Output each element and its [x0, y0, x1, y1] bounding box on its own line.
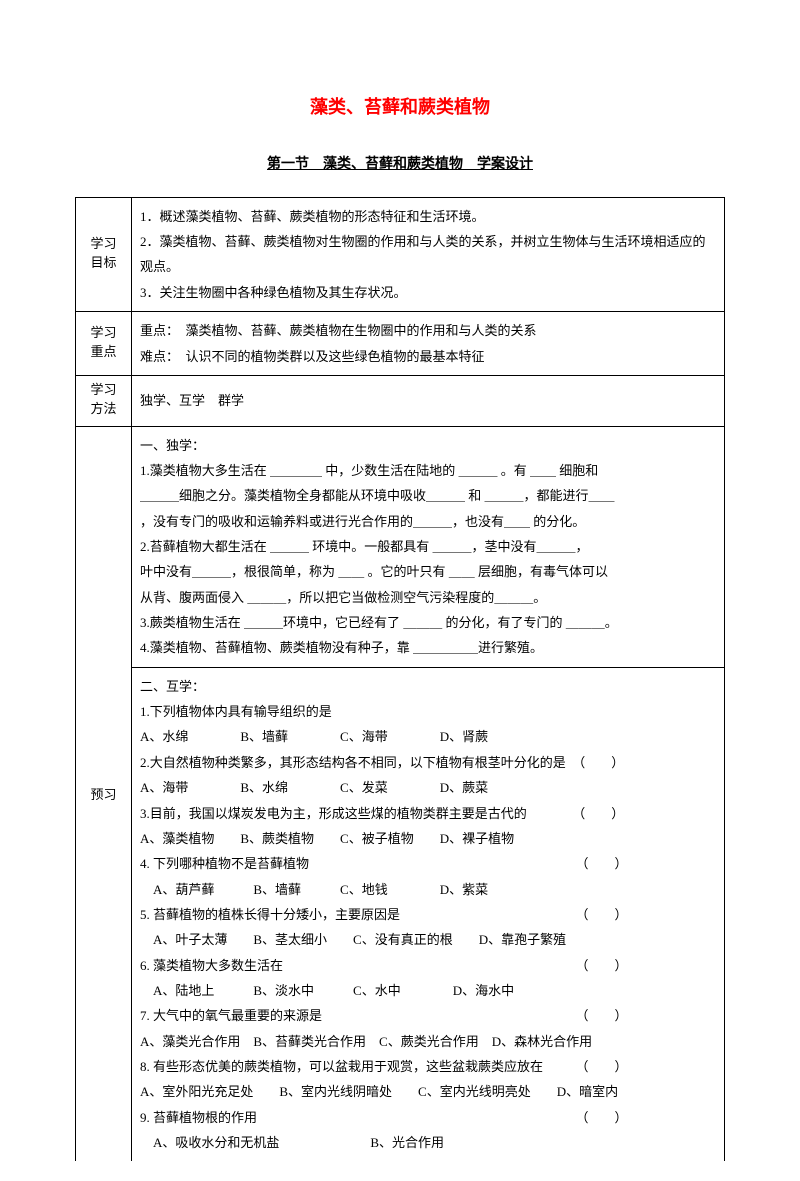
table-row: 预习 一、独学： 1.藻类植物大多生活在 ＿＿＿＿ 中，少数生活在陆地的 ＿＿＿…: [76, 426, 725, 667]
table-row: 学习目标 1．概述藻类植物、苔藓、蕨类植物的形态特征和生活环境。 2．藻类植物、…: [76, 197, 725, 311]
question-line: 1.下列植物体内具有输导组织的是: [140, 699, 716, 724]
fill-line: 1.藻类植物大多生活在 ＿＿＿＿ 中，少数生活在陆地的 ＿＿＿ 。有 ＿＿ 细胞…: [140, 458, 716, 483]
question-line: 4. 下列哪种植物不是苔藓植物 （ ）: [140, 851, 716, 876]
page-subtitle: 第一节 藻类、苔藓和蕨类植物 学案设计: [75, 152, 725, 179]
section-heading: 一、独学：: [140, 433, 716, 458]
row-label-focus: 学习重点: [76, 312, 132, 376]
fill-line: 叶中没有＿＿＿，根很简单，称为 ＿＿ 。它的叶只有 ＿＿ 层细胞，有毒气体可以: [140, 559, 716, 584]
table-row: 学习方法 独学、互学 群学: [76, 375, 725, 426]
row-content-method: 独学、互学 群学: [132, 375, 725, 426]
question-line: 3.目前，我国以煤炭发电为主，形成这些煤的植物类群主要是古代的 （ ）: [140, 801, 716, 826]
fill-line: ，没有专门的吸收和运输养料或进行光合作用的＿＿＿，也没有＿＿ 的分化。: [140, 509, 716, 534]
page-title: 藻类、苔藓和蕨类植物: [75, 90, 725, 124]
options-line: A、藻类光合作用 B、苔藓类光合作用 C、蕨类光合作用 D、森林光合作用: [140, 1029, 716, 1054]
fill-line: 从背、腹两面侵入 ＿＿＿，所以把它当做检测空气污染程度的＿＿＿。: [140, 585, 716, 610]
row-label-method: 学习方法: [76, 375, 132, 426]
question-line: 8. 有些形态优美的蕨类植物，可以盆栽用于观赏，这些盆栽蕨类应放在 （ ）: [140, 1054, 716, 1079]
options-line: A、海带 B、水绵 C、发菜 D、蕨菜: [140, 775, 716, 800]
fill-line: ＿＿＿细胞之分。藻类植物全身都能从环境中吸收＿＿＿ 和 ＿＿＿，都能进行＿＿: [140, 483, 716, 508]
options-line: A、陆地上 B、淡水中 C、水中 D、海水中: [140, 978, 716, 1003]
section-heading: 二、互学：: [140, 674, 716, 699]
options-line: A、室外阳光充足处 B、室内光线阴暗处 C、室内光线明亮处 D、暗室内: [140, 1079, 716, 1104]
row-content-focus: 重点： 藻类植物、苔藓、蕨类植物在生物圈中的作用和与人类的关系 难点： 认识不同…: [132, 312, 725, 376]
focus-line: 重点： 藻类植物、苔藓、蕨类植物在生物圈中的作用和与人类的关系: [140, 318, 716, 343]
row-content-goal: 1．概述藻类植物、苔藓、蕨类植物的形态特征和生活环境。 2．藻类植物、苔藓、蕨类…: [132, 197, 725, 311]
table-row: 二、互学： 1.下列植物体内具有输导组织的是 A、水绵 B、墙藓 C、海带 D、…: [76, 667, 725, 1161]
row-label-goal: 学习目标: [76, 197, 132, 311]
question-line: 5. 苔藓植物的植株长得十分矮小，主要原因是 （ ）: [140, 902, 716, 927]
options-line: A、葫芦藓 B、墙藓 C、地钱 D、紫菜: [140, 877, 716, 902]
options-line: A、吸收水分和无机盐 B、光合作用: [140, 1130, 716, 1155]
lesson-plan-table: 学习目标 1．概述藻类植物、苔藓、蕨类植物的形态特征和生活环境。 2．藻类植物、…: [75, 197, 725, 1162]
question-line: 2.大自然植物种类繁多，其形态结构各不相同，以下植物有根茎叶分化的是 （ ）: [140, 750, 716, 775]
question-line: 9. 苔藓植物根的作用 （ ）: [140, 1105, 716, 1130]
focus-line: 难点： 认识不同的植物类群以及这些绿色植物的最基本特征: [140, 344, 716, 369]
question-line: 7. 大气中的氧气最重要的来源是 （ ）: [140, 1003, 716, 1028]
row-content-preview-part2: 二、互学： 1.下列植物体内具有输导组织的是 A、水绵 B、墙藓 C、海带 D、…: [132, 667, 725, 1161]
fill-line: 4.藻类植物、苔藓植物、蕨类植物没有种子，靠 ＿＿＿＿＿进行繁殖。: [140, 635, 716, 660]
question-line: 6. 藻类植物大多数生活在 （ ）: [140, 953, 716, 978]
table-row: 学习重点 重点： 藻类植物、苔藓、蕨类植物在生物圈中的作用和与人类的关系 难点：…: [76, 312, 725, 376]
options-line: A、水绵 B、墙藓 C、海带 D、肾蕨: [140, 724, 716, 749]
fill-line: 3.蕨类植物生活在 ＿＿＿环境中，它已经有了 ＿＿＿ 的分化，有了专门的 ＿＿＿…: [140, 610, 716, 635]
options-line: A、叶子太薄 B、茎太细小 C、没有真正的根 D、靠孢子繁殖: [140, 927, 716, 952]
options-line: A、藻类植物 B、蕨类植物 C、被子植物 D、裸子植物: [140, 826, 716, 851]
row-content-preview-part1: 一、独学： 1.藻类植物大多生活在 ＿＿＿＿ 中，少数生活在陆地的 ＿＿＿ 。有…: [132, 426, 725, 667]
row-label-preview: 预习: [76, 426, 132, 1161]
fill-line: 2.苔藓植物大都生活在 ＿＿＿ 环境中。一般都具有 ＿＿＿，茎中没有＿＿＿，: [140, 534, 716, 559]
